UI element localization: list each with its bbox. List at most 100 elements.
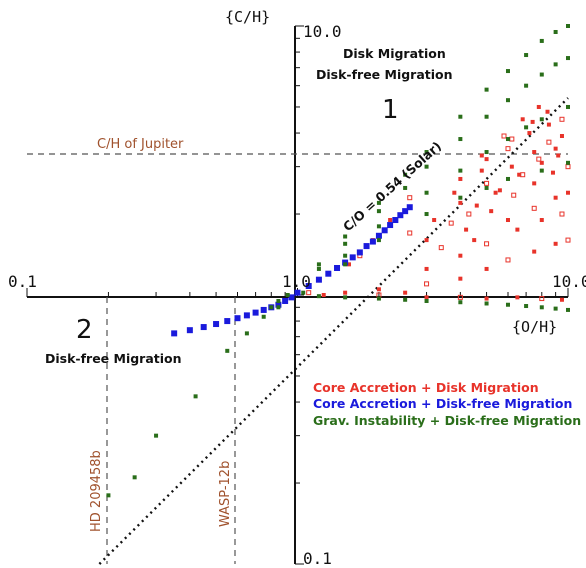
data-point-series-0 bbox=[532, 150, 537, 155]
data-point-series-1 bbox=[349, 254, 356, 261]
data-point-series-0 bbox=[515, 227, 520, 232]
data-point-series-1 bbox=[363, 243, 370, 250]
data-point-series-2 bbox=[132, 475, 137, 480]
data-point-series-1 bbox=[213, 321, 220, 328]
data-point-series-0 bbox=[458, 200, 463, 205]
data-point-series-2 bbox=[376, 296, 381, 301]
data-point-series-2 bbox=[424, 212, 429, 217]
data-point-series-0 bbox=[532, 181, 537, 186]
data-point-series-2 bbox=[553, 62, 558, 67]
data-point-series-0 bbox=[306, 290, 312, 296]
data-point-series-0 bbox=[559, 297, 564, 302]
data-point-series-1 bbox=[375, 232, 382, 239]
data-point-series-0 bbox=[458, 276, 463, 281]
data-point-series-2 bbox=[524, 304, 529, 309]
data-point-series-1 bbox=[402, 208, 409, 215]
data-point-series-0 bbox=[484, 157, 489, 162]
data-point-series-0 bbox=[515, 295, 520, 300]
data-point-series-0 bbox=[407, 195, 413, 201]
data-point-series-2 bbox=[505, 98, 510, 103]
data-point-series-0 bbox=[448, 220, 454, 226]
data-point-series-0 bbox=[527, 131, 532, 136]
data-point-series-2 bbox=[458, 137, 463, 142]
data-point-series-0 bbox=[432, 218, 437, 223]
data-point-series-2 bbox=[566, 160, 570, 165]
data-point-series-0 bbox=[489, 209, 494, 214]
data-point-series-1 bbox=[171, 330, 178, 337]
data-point-series-0 bbox=[497, 188, 502, 193]
data-point-series-0 bbox=[566, 190, 570, 195]
data-point-series-0 bbox=[553, 195, 558, 200]
region-2-label: 2 bbox=[76, 315, 93, 345]
data-point-series-0 bbox=[479, 153, 484, 158]
data-point-series-1 bbox=[243, 312, 250, 319]
data-point-series-1 bbox=[275, 301, 282, 308]
solar-co-line bbox=[98, 97, 569, 565]
data-point-series-0 bbox=[559, 134, 564, 139]
legend: Core Accretion + Disk Migration Core Acc… bbox=[313, 380, 581, 428]
data-point-series-2 bbox=[285, 293, 290, 297]
data-point-series-2 bbox=[484, 185, 489, 190]
data-point-series-0 bbox=[505, 218, 510, 223]
data-point-series-0 bbox=[546, 122, 551, 127]
data-point-series-2 bbox=[376, 200, 381, 205]
data-point-series-0 bbox=[550, 170, 555, 175]
data-point-series-0 bbox=[539, 218, 544, 223]
data-point-series-2 bbox=[276, 305, 281, 310]
data-point-series-2 bbox=[343, 262, 348, 267]
data-point-series-0 bbox=[536, 156, 542, 162]
data-point-series-2 bbox=[193, 394, 198, 399]
data-point-series-1 bbox=[288, 294, 295, 301]
data-point-series-0 bbox=[424, 238, 429, 243]
data-point-series-0 bbox=[553, 241, 558, 246]
data-point-series-1 bbox=[387, 222, 394, 229]
data-point-series-2 bbox=[539, 117, 544, 122]
data-point-series-0 bbox=[520, 117, 525, 122]
data-point-series-1 bbox=[356, 249, 363, 256]
data-point-series-2 bbox=[269, 305, 274, 310]
data-point-series-1 bbox=[282, 297, 289, 304]
data-point-series-0 bbox=[565, 237, 571, 243]
data-point-series-2 bbox=[458, 168, 463, 173]
region-1-label: 1 bbox=[382, 95, 399, 125]
data-point-series-0 bbox=[559, 211, 565, 217]
data-point-series-0 bbox=[531, 205, 537, 211]
data-point-series-2 bbox=[484, 301, 489, 306]
data-point-series-2 bbox=[566, 307, 570, 312]
data-point-series-1 bbox=[200, 324, 207, 331]
data-point-series-0 bbox=[458, 176, 463, 181]
data-point-series-2 bbox=[106, 493, 111, 498]
data-point-series-2 bbox=[261, 314, 266, 319]
data-point-series-2 bbox=[484, 150, 489, 155]
data-point-series-2 bbox=[505, 302, 510, 307]
data-point-series-2 bbox=[424, 190, 429, 195]
data-point-series-2 bbox=[225, 348, 230, 353]
data-point-series-2 bbox=[343, 241, 348, 246]
data-point-series-2 bbox=[553, 306, 558, 311]
data-point-series-2 bbox=[539, 168, 544, 173]
data-point-series-2 bbox=[566, 24, 570, 28]
data-point-series-0 bbox=[464, 227, 469, 232]
data-point-series-0 bbox=[546, 139, 552, 145]
data-point-series-0 bbox=[388, 218, 393, 223]
data-point-series-0 bbox=[484, 296, 489, 301]
data-point-series-2 bbox=[316, 294, 321, 299]
data-point-series-2 bbox=[458, 300, 463, 305]
data-point-series-0 bbox=[438, 245, 444, 251]
data-point-series-2 bbox=[154, 433, 159, 438]
data-point-series-2 bbox=[403, 172, 408, 177]
y-tick-0-1: 0.1 bbox=[303, 549, 332, 568]
legend-entry-core-diskfree: Core Accretion + Disk-free Migration bbox=[313, 396, 572, 411]
data-point-series-2 bbox=[376, 224, 381, 229]
data-point-series-0 bbox=[539, 160, 544, 165]
data-point-series-2 bbox=[539, 72, 544, 77]
data-point-series-2 bbox=[244, 331, 249, 336]
data-point-series-2 bbox=[343, 295, 348, 300]
data-point-series-2 bbox=[458, 114, 463, 119]
data-point-series-0 bbox=[484, 266, 489, 271]
data-point-series-0 bbox=[484, 241, 490, 247]
data-point-series-1 bbox=[186, 327, 193, 334]
data-point-series-1 bbox=[325, 270, 332, 277]
data-point-series-0 bbox=[452, 190, 457, 195]
data-point-series-0 bbox=[536, 104, 541, 109]
